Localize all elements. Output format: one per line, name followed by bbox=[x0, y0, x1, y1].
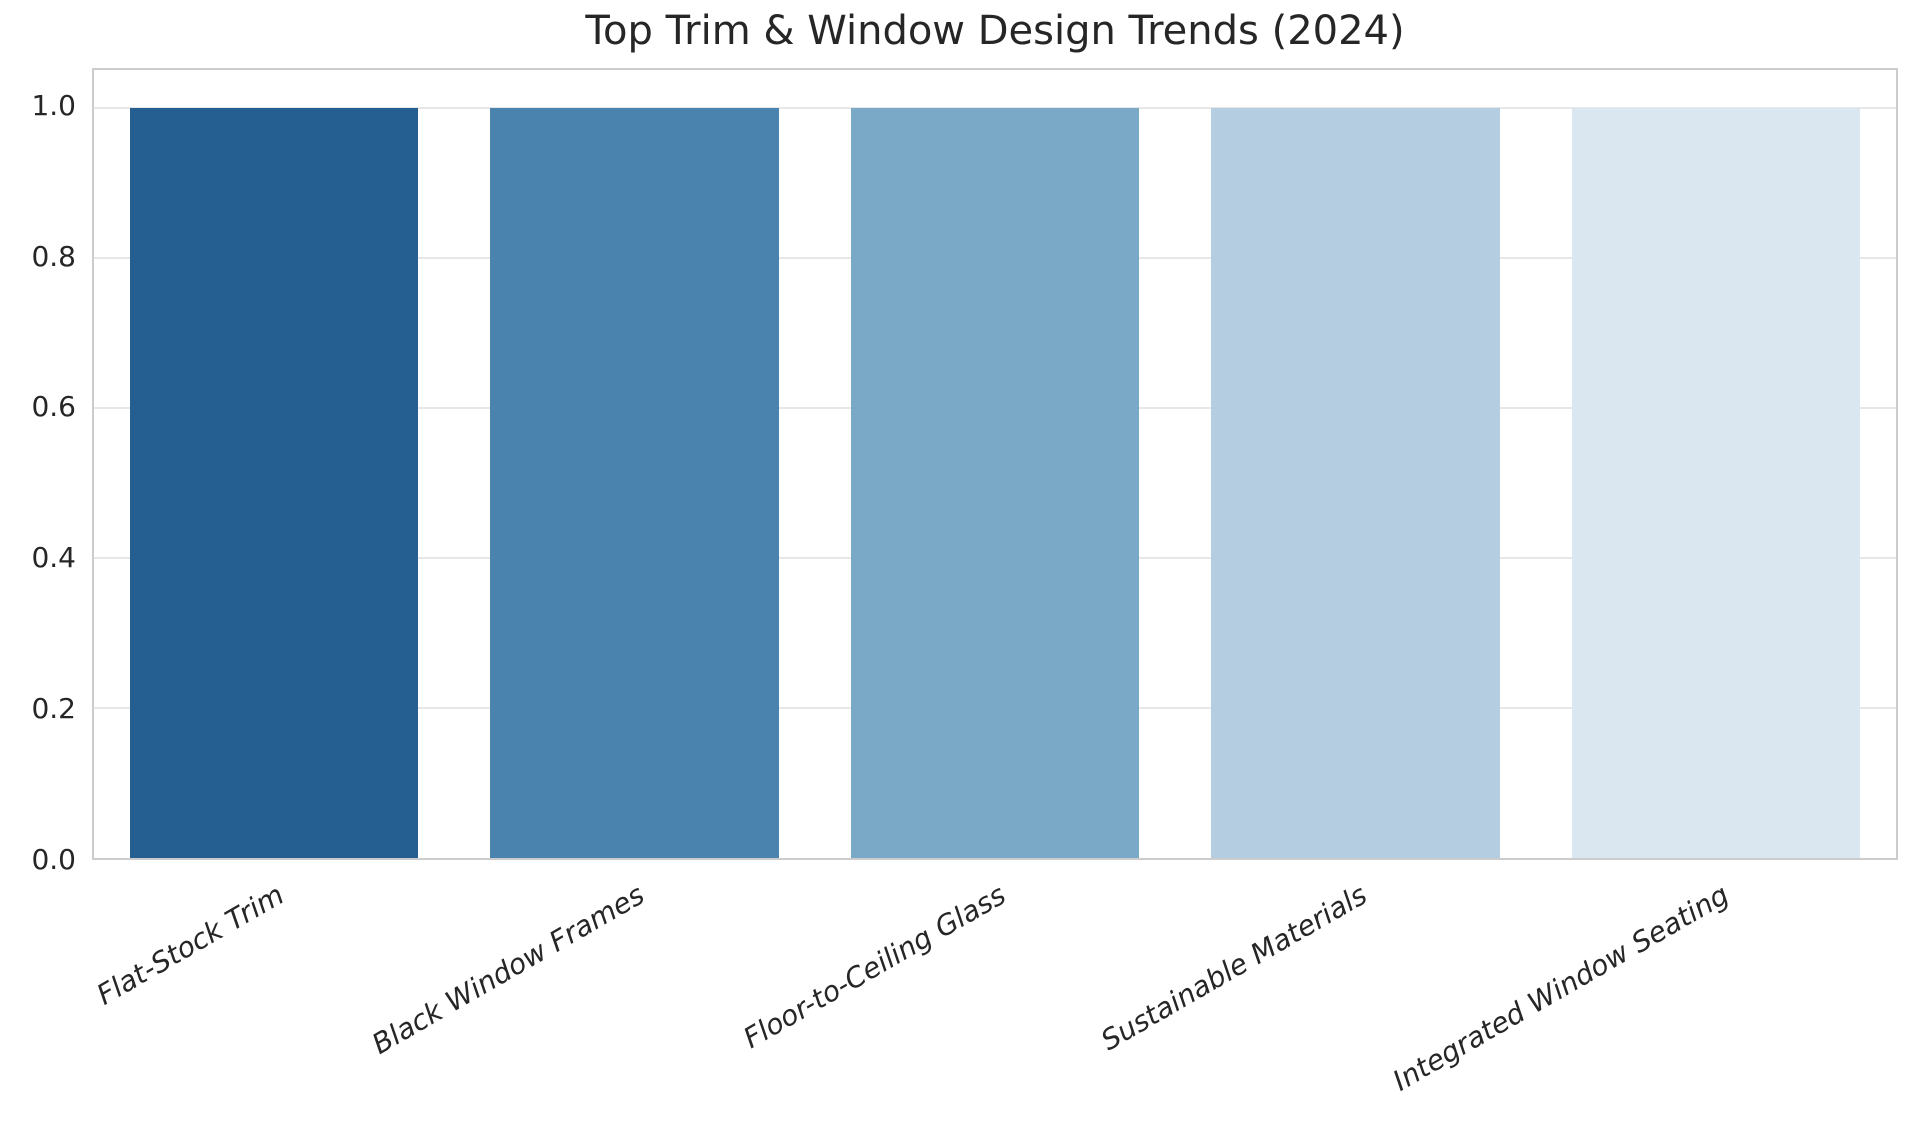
x-tick-label-4: Sustainable Materials bbox=[1095, 878, 1373, 1058]
y-tick-label-0.0: 0.0 bbox=[31, 843, 76, 876]
x-axis-tick-labels: Flat-Stock Trim Black Window Frames Floor-… bbox=[90, 862, 1898, 1147]
bar-1 bbox=[130, 107, 419, 858]
y-axis-tick-labels: 0.0 0.2 0.4 0.6 0.8 1.0 bbox=[0, 68, 76, 873]
y-tick-label-1.0: 1.0 bbox=[31, 88, 76, 122]
bar-5 bbox=[1571, 107, 1860, 858]
x-tick-label-1: Flat-Stock Trim bbox=[90, 878, 290, 1012]
bar-3 bbox=[850, 107, 1140, 858]
x-tick-label-3: Floor-to-Ceiling Glass bbox=[737, 878, 1012, 1055]
y-tick-label-0.4: 0.4 bbox=[31, 541, 76, 575]
x-tick-label-2: Black Window Frames bbox=[366, 878, 651, 1061]
plot-area bbox=[92, 68, 1898, 860]
bar-2 bbox=[490, 107, 779, 858]
y-tick-label-0.2: 0.2 bbox=[31, 692, 76, 726]
y-tick-label-0.6: 0.6 bbox=[31, 390, 76, 424]
x-tick-label-5: Integrated Window Seating bbox=[1386, 878, 1734, 1098]
bar-4 bbox=[1211, 107, 1500, 858]
chart-title: Top Trim & Window Design Trends (2024) bbox=[585, 8, 1405, 54]
y-tick-label-0.8: 0.8 bbox=[31, 239, 76, 273]
